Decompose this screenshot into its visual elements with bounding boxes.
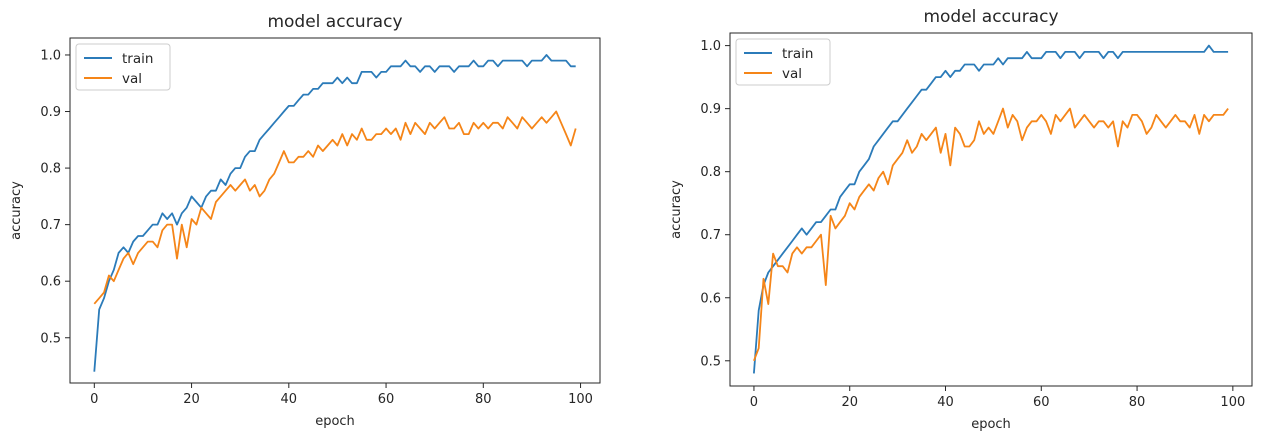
y-tick-label: 0.9 — [40, 105, 61, 120]
legend-label-train: train — [122, 51, 153, 67]
legend-label-train: train — [782, 46, 813, 62]
chart-title: model accuracy — [267, 12, 402, 32]
x-tick-label: 80 — [475, 392, 492, 407]
x-tick-label: 20 — [183, 392, 200, 407]
x-axis-label: epoch — [971, 417, 1011, 432]
accuracy-chart-right: model accuracy 0 20 40 60 80 100 0.5 0.6 0.7 0.8 0.… — [669, 7, 1253, 432]
legend: train val — [75, 43, 171, 91]
y-tick-label: 1.0 — [40, 48, 61, 63]
y-tick-label: 0.5 — [700, 354, 721, 369]
x-axis-label: epoch — [315, 414, 355, 429]
y-tick-label: 0.6 — [700, 291, 721, 306]
x-tick-label: 40 — [937, 395, 954, 410]
x-tick-label: 60 — [378, 392, 395, 407]
chart-title: model accuracy — [923, 7, 1058, 27]
x-tick-label: 100 — [1220, 395, 1245, 410]
y-tick-label: 0.5 — [40, 331, 61, 346]
plot-frame — [729, 32, 1253, 387]
y-tick-label: 1.0 — [700, 39, 721, 54]
x-tick-label: 60 — [1033, 395, 1050, 410]
y-tick-label: 0.8 — [700, 165, 721, 180]
series-line-val — [753, 107, 1229, 362]
x-tick-label: 40 — [281, 392, 298, 407]
legend-label-val: val — [782, 66, 802, 82]
accuracy-chart-left: model accuracy 0 20 40 60 80 100 0.5 0.6 0.7 0.8 0.… — [9, 12, 601, 429]
legend-label-val: val — [122, 71, 142, 87]
x-tick-label: 80 — [1129, 395, 1146, 410]
x-tick-label: 100 — [568, 392, 593, 407]
x-tick-label: 0 — [90, 392, 98, 407]
y-tick-label: 0.7 — [700, 228, 721, 243]
series-line-train — [93, 54, 576, 372]
y-tick-label: 0.6 — [40, 275, 61, 290]
legend: train val — [735, 38, 831, 86]
y-axis-label: accuracy — [669, 180, 684, 239]
y-tick-label: 0.8 — [40, 162, 61, 177]
series-line-val — [93, 110, 577, 305]
x-tick-label: 0 — [750, 395, 758, 410]
series-line-train — [753, 44, 1229, 374]
y-tick-label: 0.7 — [40, 218, 61, 233]
x-tick-label: 20 — [841, 395, 858, 410]
y-axis-label: accuracy — [9, 181, 24, 240]
y-tick-label: 0.9 — [700, 102, 721, 117]
plot-frame — [69, 37, 601, 384]
